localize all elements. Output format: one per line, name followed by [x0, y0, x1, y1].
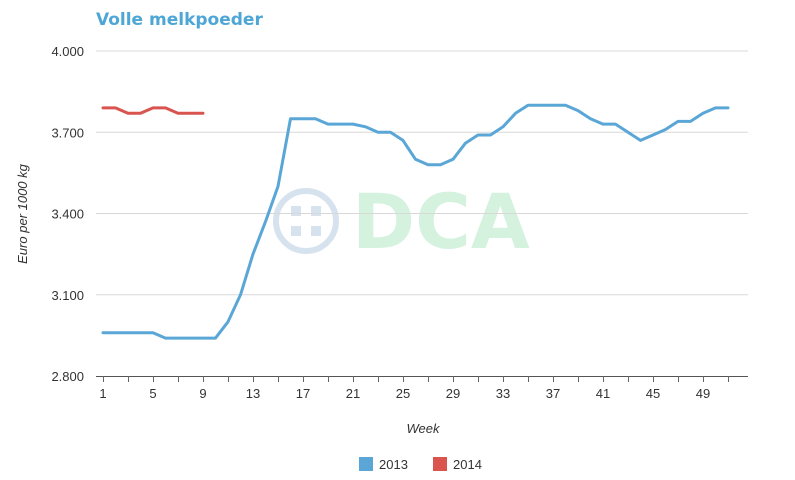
chart-title: Volle melkpoeder	[96, 10, 263, 30]
y-tick-label: 4.000	[51, 44, 84, 59]
y-tick-label: 3.100	[51, 288, 84, 303]
dca-watermark: DCA	[273, 177, 530, 266]
watermark-logo-block	[291, 226, 301, 236]
x-tick-label: 29	[446, 386, 460, 401]
y-axis: 2.800 3.100 3.400 3.700 4.000	[51, 44, 84, 384]
x-tick-label: 33	[496, 386, 510, 401]
watermark-logo-ring	[273, 188, 339, 254]
x-tick-label: 49	[696, 386, 710, 401]
legend-swatch-2013[interactable]	[359, 457, 373, 471]
series-lines	[101, 103, 730, 340]
watermark-logo-block	[311, 226, 321, 236]
series-line-2013[interactable]	[101, 103, 730, 340]
x-tick-label: 1	[99, 386, 106, 401]
legend-swatch-2014[interactable]	[433, 457, 447, 471]
x-tick-label: 41	[596, 386, 610, 401]
x-tick-label: 13	[246, 386, 260, 401]
x-tick-label: 9	[199, 386, 206, 401]
x-tick-label: 37	[546, 386, 560, 401]
legend-label-2013[interactable]: 2013	[379, 457, 408, 472]
watermark-text: DCA	[352, 177, 530, 266]
x-tick-label: 17	[296, 386, 310, 401]
x-axis: 1 5 9 13 17 21 25 29 33 37 41 45 49	[96, 376, 748, 401]
x-axis-title: Week	[407, 421, 441, 436]
x-tick-label: 21	[346, 386, 360, 401]
x-tick-label: 5	[149, 386, 156, 401]
y-tick-label: 3.700	[51, 125, 84, 140]
x-tick-label: 25	[396, 386, 410, 401]
y-tick-label: 3.400	[51, 207, 84, 222]
legend-label-2014[interactable]: 2014	[453, 457, 482, 472]
legend[interactable]: 2013 2014	[359, 457, 482, 472]
y-tick-label: 2.800	[51, 369, 84, 384]
gridlines	[96, 50, 748, 296]
x-tick-label: 45	[646, 386, 660, 401]
series-line-2014[interactable]	[101, 106, 205, 115]
watermark-logo-block	[311, 206, 321, 216]
watermark-logo-block	[291, 206, 301, 216]
y-axis-title: Euro per 1000 kg	[15, 163, 30, 264]
